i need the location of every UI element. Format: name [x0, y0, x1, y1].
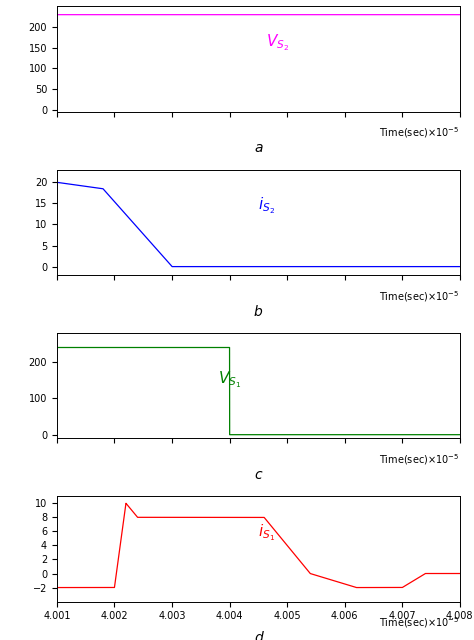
- Text: Time(sec)$\times10^{-5}$: Time(sec)$\times10^{-5}$: [379, 615, 460, 630]
- Text: Time(sec)$\times10^{-5}$: Time(sec)$\times10^{-5}$: [379, 452, 460, 467]
- Text: $i_{S_1}$: $i_{S_1}$: [258, 522, 275, 543]
- Text: b: b: [254, 305, 263, 319]
- Text: $V_{S_1}$: $V_{S_1}$: [218, 369, 241, 390]
- Text: d: d: [254, 631, 263, 640]
- Text: $V_{S_2}$: $V_{S_2}$: [266, 33, 290, 53]
- Text: Time(sec)$\times10^{-5}$: Time(sec)$\times10^{-5}$: [379, 289, 460, 303]
- Text: $i_{S_2}$: $i_{S_2}$: [258, 196, 275, 216]
- Text: Time(sec)$\times10^{-5}$: Time(sec)$\times10^{-5}$: [379, 125, 460, 140]
- Text: c: c: [255, 468, 262, 482]
- Text: a: a: [254, 141, 263, 156]
